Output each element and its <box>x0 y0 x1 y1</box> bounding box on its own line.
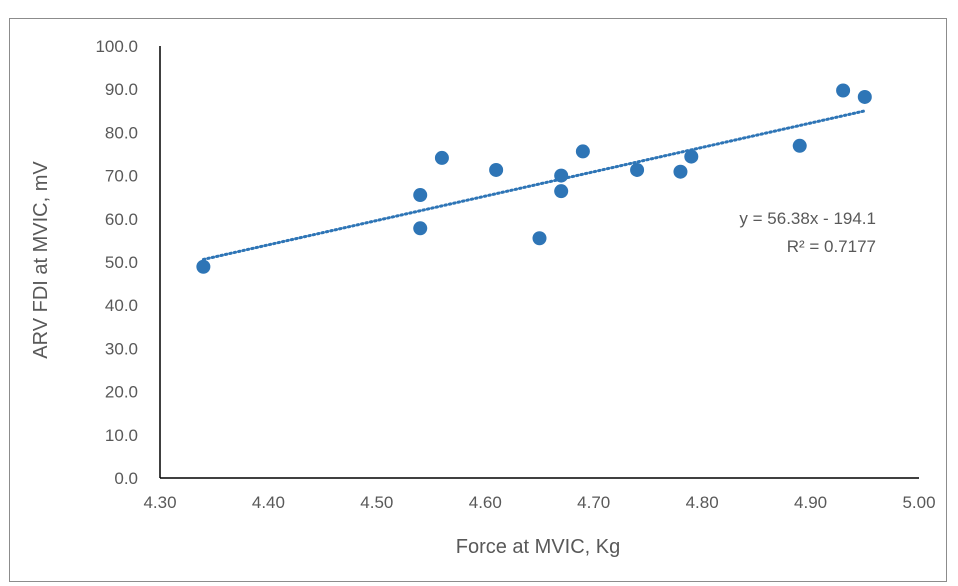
y-tick-label: 10.0 <box>105 426 138 445</box>
trendline-equation: y = 56.38x - 194.1 <box>739 209 876 228</box>
y-tick-label: 20.0 <box>105 383 138 402</box>
data-point <box>857 89 872 104</box>
y-tick-labels: 0.0 10.0 20.0 30.0 40.0 50.0 60.0 70.0 80.0 90.0 1… <box>95 37 138 488</box>
x-tick-label: 4.50 <box>360 493 393 512</box>
x-axis-title: Force at MVIC, Kg <box>456 536 621 558</box>
linear-trendline <box>201 109 867 261</box>
data-point <box>554 168 569 183</box>
x-tick-label: 4.40 <box>252 493 285 512</box>
y-tick-label: 60.0 <box>105 210 138 229</box>
trendline-group <box>201 109 867 261</box>
y-tick-label: 30.0 <box>105 339 138 358</box>
x-tick-label: 4.30 <box>143 493 176 512</box>
data-point <box>792 138 807 153</box>
data-point <box>630 162 645 177</box>
y-tick-label: 70.0 <box>105 167 138 186</box>
x-tick-label: 4.60 <box>469 493 502 512</box>
data-point <box>434 150 449 165</box>
trendline-r-squared: R² = 0.7177 <box>787 237 876 256</box>
y-tick-label: 0.0 <box>114 469 138 488</box>
data-point <box>684 149 699 164</box>
y-tick-label: 40.0 <box>105 296 138 315</box>
x-tick-label: 4.80 <box>686 493 719 512</box>
data-point <box>196 259 211 274</box>
chart-frame <box>9 18 947 582</box>
data-point <box>532 231 547 246</box>
y-tick-label: 50.0 <box>105 253 138 272</box>
x-tick-label: 4.70 <box>577 493 610 512</box>
data-point <box>489 162 504 177</box>
x-tick-label: 4.90 <box>794 493 827 512</box>
x-tick-label: 5.00 <box>902 493 935 512</box>
data-point <box>575 144 590 159</box>
y-axis-title: ARV FDI at MVIC, mV <box>30 161 52 359</box>
y-tick-label: 100.0 <box>95 37 138 56</box>
data-point <box>673 164 688 179</box>
x-tick-labels: 4.30 4.40 4.50 4.60 4.70 4.80 4.90 5.00 <box>143 493 935 512</box>
data-point <box>413 221 428 236</box>
data-point <box>554 184 569 199</box>
y-tick-label: 90.0 <box>105 80 138 99</box>
y-tick-label: 80.0 <box>105 123 138 142</box>
data-point <box>413 188 428 203</box>
data-points <box>196 83 872 274</box>
data-point <box>836 83 851 98</box>
